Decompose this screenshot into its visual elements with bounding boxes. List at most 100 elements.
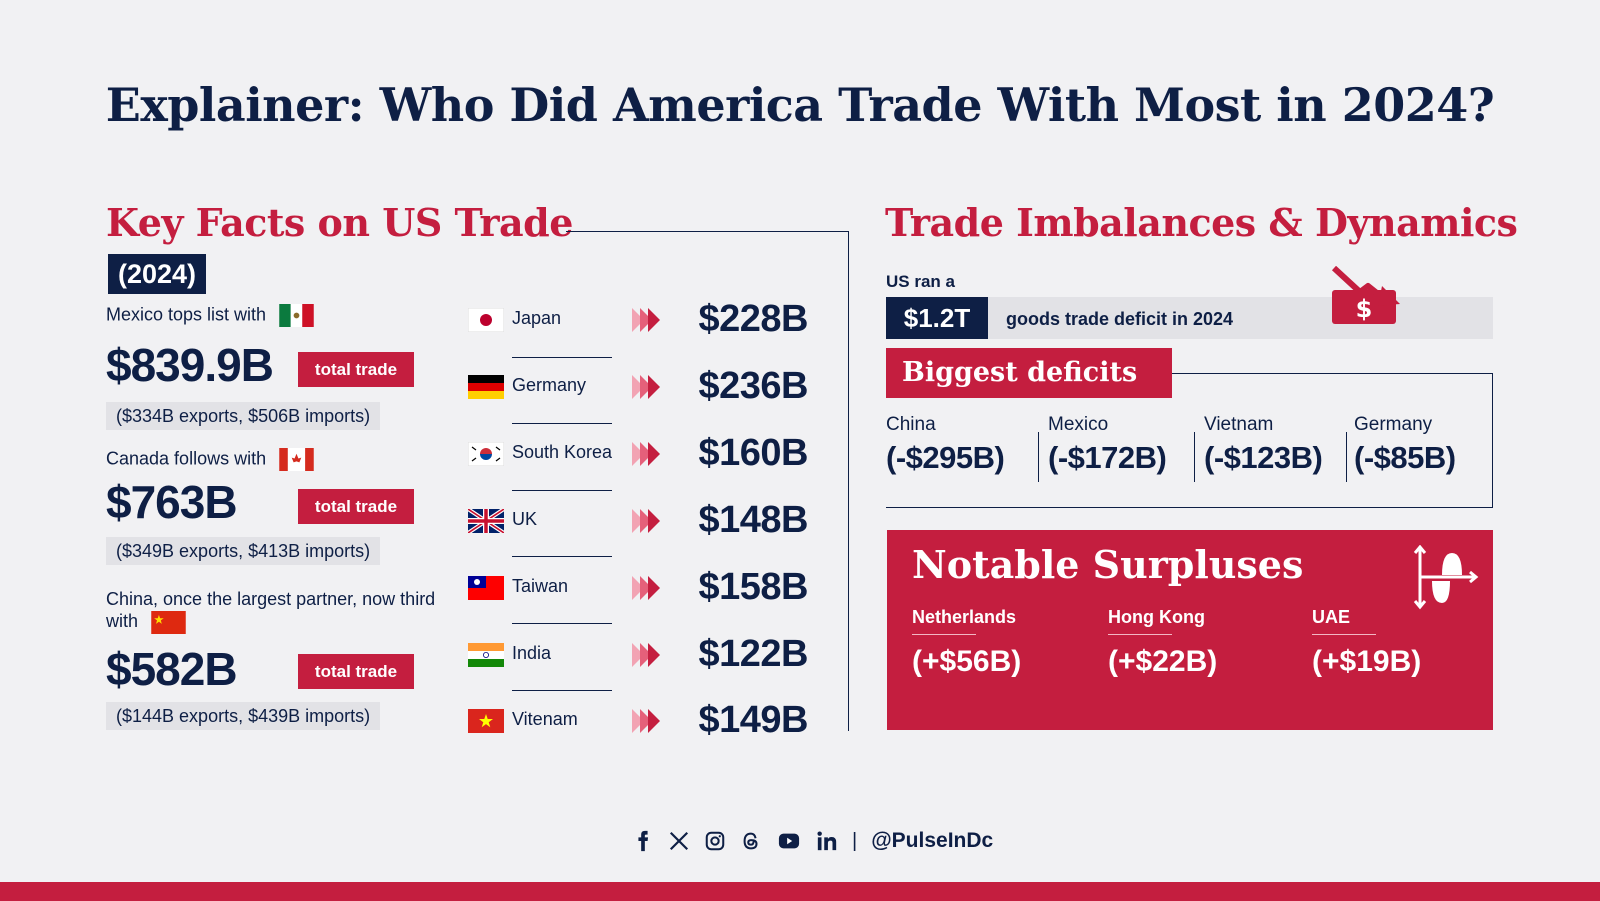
notable-surpluses-panel (887, 530, 1493, 730)
chevron-right-icon (632, 576, 660, 600)
deficit-amount: (-$85B) (1354, 440, 1456, 475)
year-badge: (2024) (108, 254, 207, 294)
mexico-flag-icon (279, 304, 314, 327)
instagram-icon[interactable] (704, 830, 726, 852)
japan-flag-icon (468, 308, 504, 332)
chevron-right-icon (632, 509, 660, 533)
chevron-right-icon (632, 442, 660, 466)
fact-detail-mexico: ($334B exports, $506B imports) (106, 402, 381, 430)
deficit-item-mexico: Mexico (-$172B) (1048, 414, 1167, 476)
fact-lead-text: Mexico tops list with (106, 304, 267, 325)
germany-flag-icon (468, 375, 504, 399)
deficit-item-vietnam: Vietnam (-$123B) (1204, 414, 1323, 476)
x-icon[interactable] (668, 830, 690, 852)
social-handle[interactable]: @PulseInDc (871, 829, 994, 852)
chevron-right-icon (632, 308, 660, 332)
surplus-amount: (+$56B) (912, 645, 1022, 678)
fact-total-canada: $763B (106, 476, 238, 528)
chevron-right-icon (632, 375, 660, 399)
partner-name: South Korea (512, 442, 613, 462)
row-divider (512, 357, 612, 358)
linkedin-icon[interactable] (816, 830, 838, 852)
partner-name: Taiwan (512, 576, 569, 596)
partner-row-india: India $122B (468, 633, 809, 675)
fact-lead-canada: Canada follows with (106, 448, 314, 471)
surplus-country: UAE (1312, 607, 1351, 627)
total-trade-badge: total trade (298, 489, 414, 524)
surplus-country: Hong Kong (1108, 607, 1205, 627)
partner-row-japan: Japan $228B (468, 298, 809, 340)
notable-surpluses-heading: Notable Surpluses (912, 542, 1304, 587)
trend-down-dollar-icon: $ (1331, 266, 1400, 324)
youtube-icon[interactable] (776, 830, 802, 852)
partner-row-germany: Germany $236B (468, 365, 809, 407)
page-title: Explainer: Who Did America Trade With Mo… (105, 78, 1495, 132)
section-divider (848, 231, 849, 731)
deficit-intro: US ran a (886, 272, 955, 291)
uk-flag-icon (468, 509, 504, 533)
partner-name: Germany (512, 375, 587, 395)
partner-row-vietnam: Vitenam $149B (468, 699, 809, 741)
surplus-item-netherlands: Netherlands (+$56B) (912, 607, 1021, 679)
partner-value: $148B (698, 499, 809, 541)
scale-balance-icon (1413, 545, 1479, 610)
fact-total-china: $582B (106, 643, 238, 695)
partner-row-south-korea: South Korea $160B (468, 432, 809, 474)
row-divider (512, 423, 612, 424)
facebook-icon[interactable] (632, 830, 654, 852)
row-divider (512, 690, 612, 691)
india-flag-icon (468, 643, 504, 667)
partner-name: UK (512, 509, 538, 529)
chevron-right-icon (632, 709, 660, 733)
biggest-deficits-panel (886, 373, 1493, 508)
surplus-country: Netherlands (912, 607, 1017, 627)
biggest-deficits-label: Biggest deficits (886, 348, 1172, 398)
south-korea-flag-icon (468, 442, 504, 466)
row-divider (512, 490, 612, 491)
partner-value: $160B (698, 432, 809, 474)
partner-value: $228B (698, 298, 809, 340)
deficit-value: $1.2T (886, 297, 988, 339)
partner-name: Japan (512, 308, 562, 328)
row-divider (512, 556, 612, 557)
row-divider (512, 623, 612, 624)
deficit-item-china: China (-$295B) (886, 414, 1005, 476)
deficit-country: Mexico (1048, 414, 1109, 435)
taiwan-flag-icon (468, 576, 504, 600)
deficit-country: Vietnam (1204, 414, 1274, 435)
partner-value: $149B (698, 699, 809, 741)
column-divider (1346, 432, 1347, 482)
threads-icon[interactable] (740, 830, 762, 852)
fact-lead-mexico: Mexico tops list with (106, 304, 314, 327)
column-divider (1194, 432, 1195, 482)
deficit-country: Germany (1354, 414, 1433, 435)
deficit-amount: (-$295B) (886, 440, 1005, 475)
surplus-item-uae: UAE (+$19B) (1312, 607, 1421, 679)
deficit-country: China (886, 414, 936, 435)
surplus-amount: (+$19B) (1312, 645, 1422, 678)
surplus-underline (1108, 634, 1172, 635)
key-facts-heading: Key Facts on US Trade (106, 200, 573, 245)
partner-value: $236B (698, 365, 809, 407)
partner-name: Vitenam (512, 709, 578, 729)
deficit-amount: (-$123B) (1204, 440, 1323, 475)
partner-row-uk: UK $148B (468, 499, 809, 541)
fact-lead-text: Canada follows with (106, 448, 267, 469)
panel-border (1172, 373, 1493, 374)
surplus-underline (1312, 634, 1376, 635)
fact-detail-china: ($144B exports, $439B imports) (106, 702, 381, 730)
column-divider (1038, 432, 1039, 482)
chevron-right-icon (632, 643, 660, 667)
canada-flag-icon (279, 448, 314, 471)
fact-detail-canada: ($349B exports, $413B imports) (106, 537, 381, 565)
partner-row-taiwan: Taiwan $158B (468, 566, 809, 608)
footer-separator: | (852, 829, 858, 852)
fact-total-mexico: $839.9B (106, 339, 274, 391)
imbalances-heading: Trade Imbalances & Dynamics (885, 200, 1518, 245)
vietnam-flag-icon (468, 709, 504, 733)
surplus-amount: (+$22B) (1108, 645, 1218, 678)
total-trade-badge: total trade (298, 352, 414, 387)
deficit-amount: (-$172B) (1048, 440, 1167, 475)
deficit-item-germany: Germany (-$85B) (1354, 414, 1456, 476)
surplus-item-hong-kong: Hong Kong (+$22B) (1108, 607, 1217, 679)
